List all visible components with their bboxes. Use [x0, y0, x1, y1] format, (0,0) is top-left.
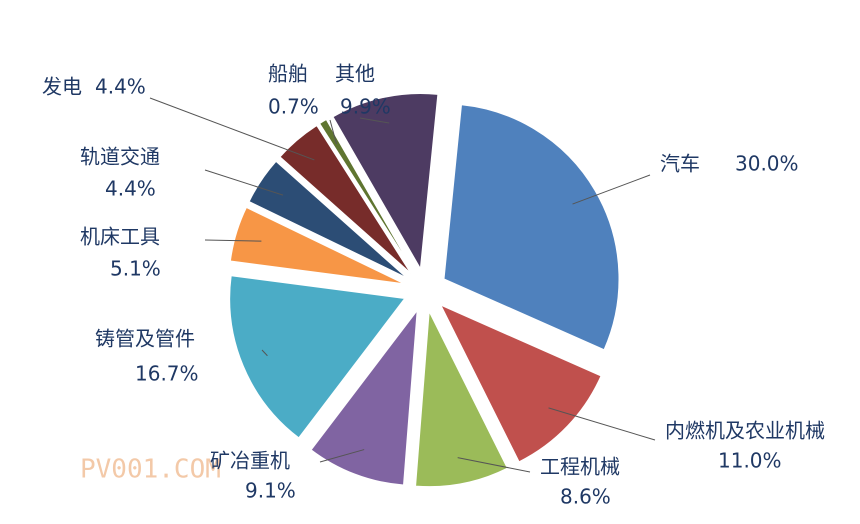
leader-line: [457, 457, 531, 473]
pie-slice: [318, 118, 415, 272]
leader-line: [548, 407, 656, 441]
value-label: 9.9%: [340, 95, 391, 119]
leader-line: [359, 117, 390, 124]
value-label: 4.4%: [95, 75, 146, 99]
pie-slice: [229, 275, 406, 439]
pie-slice: [415, 309, 509, 488]
slice-label: 内燃机及农业机械: [665, 419, 825, 443]
value-label: 9.1%: [245, 479, 296, 503]
slice-label: 发电: [42, 75, 82, 99]
slice-label: 铸管及管件: [95, 327, 195, 351]
pie-slice: [332, 93, 439, 271]
slice-label: 轨道交通: [80, 145, 160, 169]
pie-slice: [229, 206, 405, 285]
value-label: 5.1%: [110, 257, 161, 281]
leader-line: [572, 174, 651, 205]
pie-slice: [248, 160, 408, 279]
pie-slice: [439, 304, 602, 463]
leader-line: [319, 449, 365, 463]
pie-slice: [443, 104, 620, 351]
value-label: 4.4%: [105, 177, 156, 201]
slice-label: 船舶: [268, 62, 308, 86]
value-label: 8.6%: [560, 485, 611, 509]
slice-label: 矿冶重机: [210, 449, 290, 473]
pie-slice: [310, 308, 418, 486]
leader-line: [329, 119, 338, 145]
leader-line: [261, 349, 268, 357]
leader-line: [149, 97, 315, 161]
slice-label: 汽车: [660, 152, 700, 176]
value-label: 16.7%: [135, 362, 199, 386]
leader-line: [204, 169, 284, 196]
value-label: 30.0%: [735, 152, 799, 176]
slice-label: 其他: [335, 62, 375, 86]
pie-slice: [279, 124, 412, 274]
watermark: PV001.COM: [80, 455, 221, 485]
leader-line: [204, 239, 262, 242]
slice-label: 工程机械: [540, 455, 620, 479]
value-label: 0.7%: [268, 95, 319, 119]
value-label: 11.0%: [718, 449, 782, 473]
slice-label: 机床工具: [80, 225, 160, 249]
